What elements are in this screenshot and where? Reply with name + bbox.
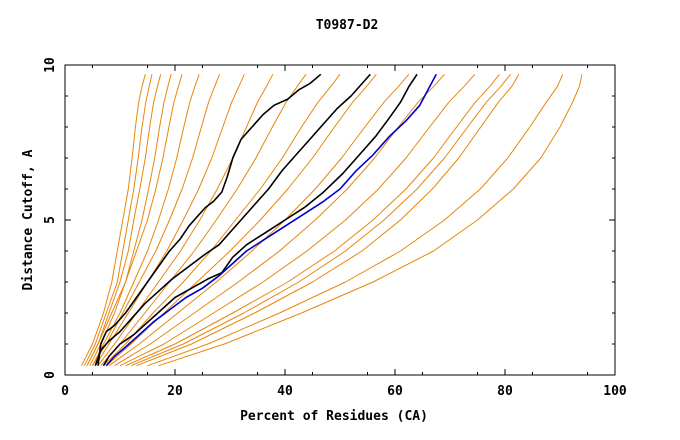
model-curve — [103, 73, 341, 367]
model-curve — [83, 74, 153, 366]
highlight-curve — [94, 73, 371, 366]
model-curve — [86, 74, 162, 366]
y-tick-label: 10 — [43, 57, 58, 73]
highlight-curve — [97, 73, 322, 366]
model-curve — [158, 74, 583, 367]
highlight-curve — [102, 73, 418, 367]
model-curve — [147, 74, 564, 367]
x-tick-label: 40 — [277, 384, 293, 399]
series-layer — [81, 73, 583, 367]
model-curve — [94, 74, 245, 366]
model-curve — [119, 73, 476, 367]
model-curve — [92, 74, 221, 366]
model-curve — [97, 74, 274, 367]
x-tick-label: 0 — [61, 384, 69, 399]
y-tick-label: 5 — [43, 216, 58, 224]
model-curve — [114, 73, 445, 367]
x-axis: 0 20 40 60 80 100 — [61, 65, 627, 399]
x-tick-label: 20 — [167, 384, 183, 399]
y-tick-label: 0 — [43, 371, 58, 379]
y-axis: 0 5 10 — [43, 57, 615, 379]
x-tick-label: 80 — [497, 384, 513, 399]
x-tick-label: 60 — [387, 384, 403, 399]
model-curve — [86, 74, 183, 366]
y-axis-label: Distance Cutoff, A — [21, 149, 36, 290]
model-curve — [89, 74, 172, 366]
x-axis-label: Percent of Residues (CA) — [240, 409, 428, 424]
model-curve — [125, 73, 500, 367]
chart-title: T0987-D2 — [316, 18, 379, 33]
model-curve — [100, 74, 307, 367]
model-curve — [108, 73, 410, 367]
x-tick-label: 100 — [603, 384, 627, 399]
model-curve — [130, 73, 511, 367]
highlight-layer — [94, 73, 438, 367]
highlight-curve — [105, 73, 438, 367]
model-curve — [81, 74, 146, 366]
model-curve — [136, 74, 520, 367]
model-curve — [92, 74, 200, 366]
